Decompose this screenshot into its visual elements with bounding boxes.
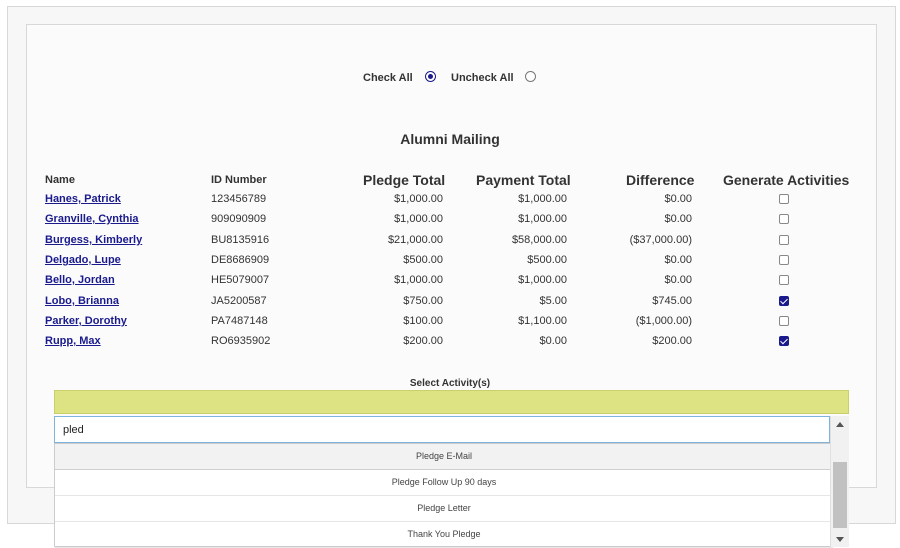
id-number: DE8686909 — [211, 254, 270, 266]
table-row: Delgado, Lupe DE8686909 $500.00 $500.00 $0.0… — [0, 254, 900, 274]
difference-value: $0.00 — [664, 274, 692, 286]
generate-activities-checkbox[interactable] — [779, 296, 789, 306]
id-number: RO6935902 — [211, 335, 271, 347]
id-number: BU8135916 — [211, 234, 270, 246]
id-number: JA5200587 — [211, 295, 267, 307]
table-row: Hanes, Patrick 123456789 $1,000.00 $1,000.0… — [0, 193, 900, 213]
student-name-link[interactable]: Parker, Dorothy — [45, 315, 127, 327]
header-difference: Difference — [626, 172, 695, 188]
table-row: Burgess, Kimberly BU8135916 $21,000.00 $58,… — [0, 234, 900, 254]
generate-activities-checkbox[interactable] — [779, 336, 789, 346]
id-number: 909090909 — [211, 213, 267, 225]
scroll-up-icon[interactable] — [836, 422, 844, 427]
pledge-total: $200.00 — [403, 335, 443, 347]
pledge-total: $750.00 — [403, 295, 443, 307]
header-payment-total: Payment Total — [476, 172, 571, 188]
payment-total: $1,000.00 — [518, 193, 567, 205]
difference-value: $0.00 — [664, 254, 692, 266]
table-row: Granville, Cynthia 909090909 $1,000.00 $1,0… — [0, 213, 900, 233]
payment-total: $1,000.00 — [518, 213, 567, 225]
activity-search-input[interactable]: pled — [54, 416, 830, 443]
check-all-radio[interactable] — [425, 71, 436, 82]
scroll-down-icon[interactable] — [836, 537, 844, 542]
generate-activities-checkbox[interactable] — [779, 275, 789, 285]
pledge-total: $1,000.00 — [394, 274, 443, 286]
activity-option[interactable]: Pledge Letter — [55, 496, 833, 522]
activity-option[interactable]: Thank You Pledge — [55, 522, 833, 548]
pledge-total: $1,000.00 — [394, 213, 443, 225]
id-number: HE5079007 — [211, 274, 270, 286]
student-name-link[interactable]: Rupp, Max — [45, 335, 101, 347]
table-row: Lobo, Brianna JA5200587 $750.00 $5.00 $745.0… — [0, 295, 900, 315]
uncheck-all-label: Uncheck All — [451, 72, 514, 84]
header-pledge-total: Pledge Total — [363, 172, 446, 188]
table-row: Rupp, Max RO6935902 $200.00 $0.00 $200.00 — [0, 335, 900, 355]
student-name-link[interactable]: Lobo, Brianna — [45, 295, 119, 307]
student-name-link[interactable]: Granville, Cynthia — [45, 213, 139, 225]
generate-activities-checkbox[interactable] — [779, 214, 789, 224]
pledge-total: $500.00 — [403, 254, 443, 266]
activity-dropdown-list: Pledge E-Mail Pledge Follow Up 90 days Ple… — [54, 443, 849, 548]
difference-value: $745.00 — [652, 295, 692, 307]
select-activity-label: Select Activity(s) — [409, 378, 491, 389]
student-name-link[interactable]: Hanes, Patrick — [45, 193, 121, 205]
student-name-link[interactable]: Delgado, Lupe — [45, 254, 121, 266]
id-number: 123456789 — [211, 193, 267, 205]
pledge-total: $1,000.00 — [394, 193, 443, 205]
generate-activities-checkbox[interactable] — [779, 235, 789, 245]
table-row: Bello, Jordan HE5079007 $1,000.00 $1,000.00… — [0, 274, 900, 294]
difference-value: $0.00 — [664, 213, 692, 225]
student-name-link[interactable]: Bello, Jordan — [45, 274, 115, 286]
payment-total: $1,100.00 — [518, 315, 567, 327]
id-number: PA7487148 — [211, 315, 268, 327]
activity-option[interactable]: Pledge E-Mail — [55, 444, 833, 470]
generate-activities-checkbox[interactable] — [779, 255, 789, 265]
selected-activities-bar[interactable] — [54, 390, 849, 414]
payment-total: $0.00 — [539, 335, 567, 347]
difference-value: ($1,000.00) — [635, 315, 692, 327]
payment-total: $58,000.00 — [511, 234, 567, 246]
difference-value: $0.00 — [664, 193, 692, 205]
uncheck-all-radio[interactable] — [525, 71, 536, 82]
page-title: Alumni Mailing — [400, 131, 500, 147]
generate-activities-checkbox[interactable] — [779, 316, 789, 326]
payment-total: $5.00 — [539, 295, 567, 307]
header-name: Name — [45, 174, 75, 186]
check-all-label: Check All — [363, 72, 413, 84]
activity-option[interactable]: Pledge Follow Up 90 days — [55, 470, 833, 496]
difference-value: $200.00 — [652, 335, 692, 347]
generate-activities-checkbox[interactable] — [779, 194, 789, 204]
pledge-total: $21,000.00 — [387, 234, 443, 246]
student-name-link[interactable]: Burgess, Kimberly — [45, 234, 143, 246]
difference-value: ($37,000.00) — [629, 234, 692, 246]
payment-total: $1,000.00 — [518, 274, 567, 286]
check-controls: Check All Uncheck All — [0, 71, 900, 85]
payment-total: $500.00 — [527, 254, 567, 266]
dropdown-scrollbar[interactable] — [830, 416, 849, 547]
table-row: Parker, Dorothy PA7487148 $100.00 $1,100.00… — [0, 315, 900, 335]
header-generate-activities: Generate Activities — [723, 172, 850, 188]
scroll-thumb[interactable] — [833, 462, 847, 528]
header-id: ID Number — [211, 174, 267, 186]
pledge-total: $100.00 — [403, 315, 443, 327]
